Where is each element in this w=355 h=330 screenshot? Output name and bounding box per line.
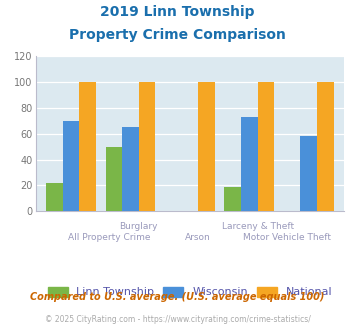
- Bar: [122, 127, 139, 211]
- Bar: [224, 187, 241, 211]
- Text: Motor Vehicle Theft: Motor Vehicle Theft: [243, 233, 331, 242]
- Bar: [258, 82, 274, 211]
- Bar: [139, 82, 155, 211]
- Bar: [198, 82, 215, 211]
- Bar: [105, 147, 122, 211]
- Bar: [46, 183, 63, 211]
- Bar: [317, 82, 334, 211]
- Text: All Property Crime: All Property Crime: [68, 233, 151, 242]
- Text: 2019 Linn Township: 2019 Linn Township: [100, 5, 255, 19]
- Text: © 2025 CityRating.com - https://www.cityrating.com/crime-statistics/: © 2025 CityRating.com - https://www.city…: [45, 315, 310, 324]
- Legend: Linn Township, Wisconsin, National: Linn Township, Wisconsin, National: [43, 282, 337, 302]
- Text: Compared to U.S. average. (U.S. average equals 100): Compared to U.S. average. (U.S. average …: [30, 292, 325, 302]
- Bar: [80, 82, 96, 211]
- Bar: [63, 121, 80, 211]
- Bar: [241, 117, 258, 211]
- Bar: [300, 136, 317, 211]
- Text: Arson: Arson: [185, 233, 211, 242]
- Text: Property Crime Comparison: Property Crime Comparison: [69, 28, 286, 42]
- Text: Burglary: Burglary: [120, 221, 158, 231]
- Text: Larceny & Theft: Larceny & Theft: [222, 221, 294, 231]
